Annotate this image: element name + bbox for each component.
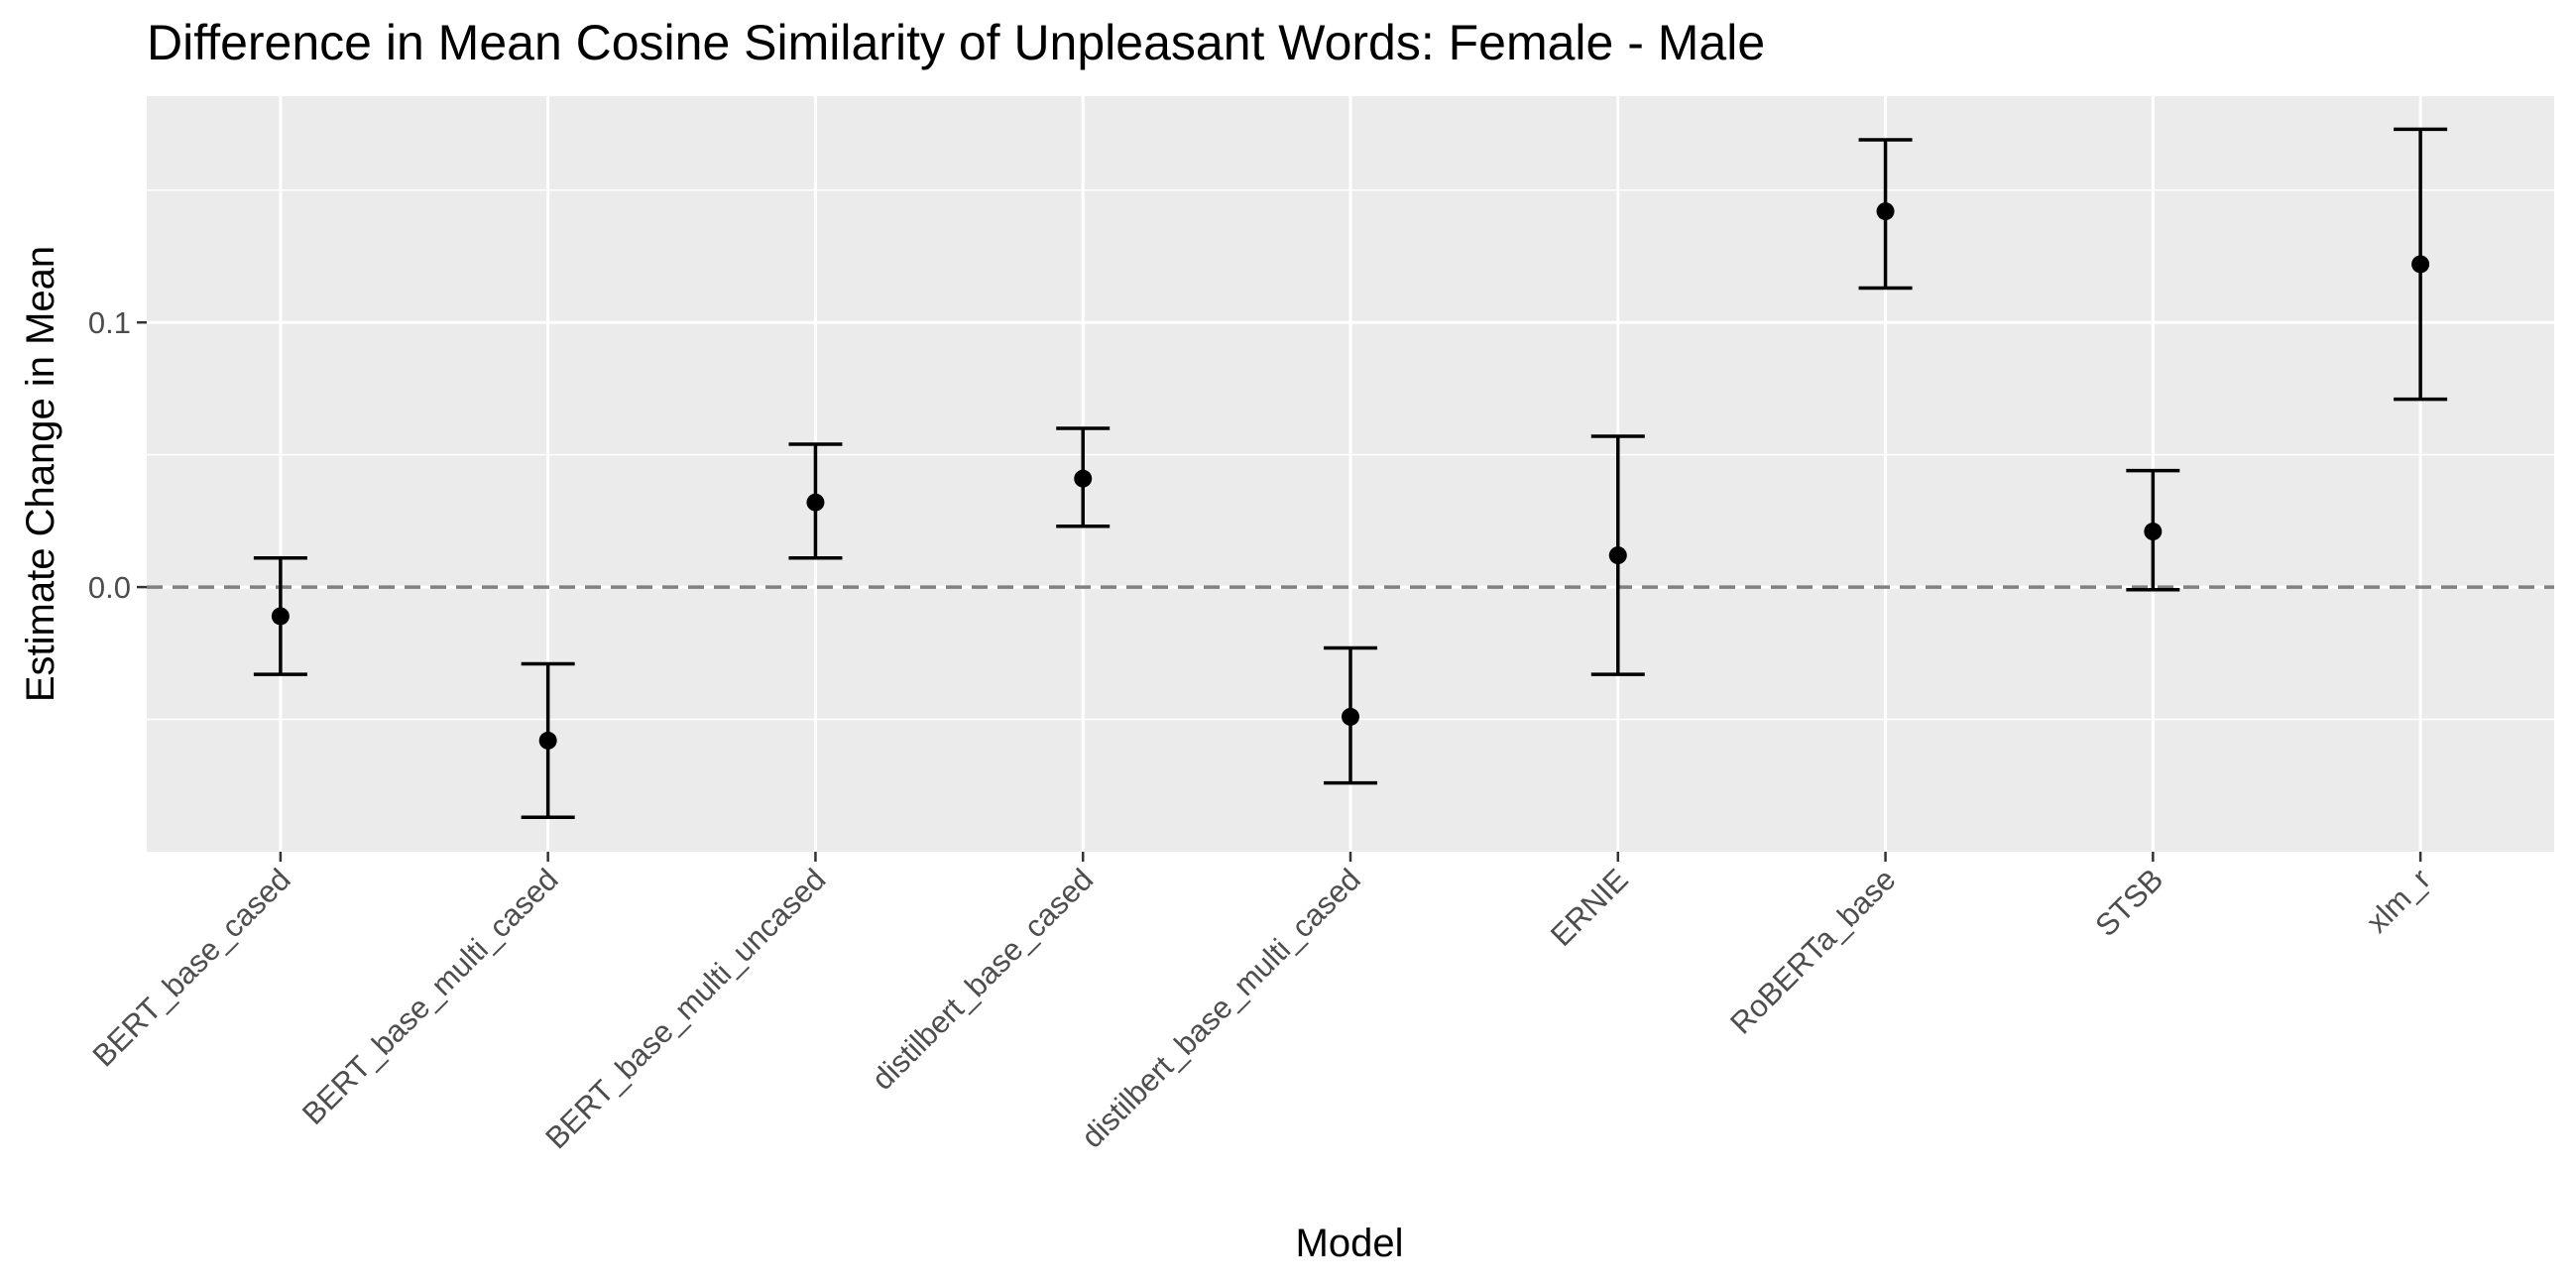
y-tick-label: 0.1 [88, 305, 131, 340]
x-axis-title: Model [1296, 1222, 1404, 1265]
chart-title: Difference in Mean Cosine Similarity of … [147, 15, 1765, 70]
x-tick-label: BERT_base_cased [86, 862, 297, 1073]
error-bar-group [253, 555, 307, 676]
y-tick-label: 0.0 [88, 570, 131, 605]
data-point [806, 493, 825, 512]
error-bar-group [1056, 426, 1111, 528]
data-point [1342, 707, 1359, 726]
error-bar-group [1324, 645, 1377, 785]
x-tick-label: distilbert_base_multi_cased [1075, 862, 1367, 1154]
x-tick-label: STSB [2088, 862, 2169, 943]
error-bar-group [1590, 434, 1645, 676]
x-tick-label: BERT_base_multi_cased [295, 862, 565, 1131]
error-bar-group [2394, 127, 2448, 402]
error-bar-group [788, 442, 843, 560]
x-tick-label: distilbert_base_cased [865, 862, 1100, 1097]
y-axis-title: Estimate Change in Mean [19, 246, 62, 702]
x-tick-label: xlm_r [2360, 862, 2437, 939]
data-point [538, 731, 557, 750]
error-bar-group [2126, 468, 2180, 592]
data-point [1074, 469, 1093, 488]
data-point [271, 607, 290, 626]
error-bar-group [521, 661, 575, 820]
x-tick-label: RoBERTa_base [1723, 862, 1902, 1040]
x-tick-label: BERT_base_multi_uncased [538, 862, 832, 1155]
error-bar-group [1858, 138, 1913, 291]
data-point [2144, 523, 2163, 541]
data-point [1608, 546, 1627, 565]
data-point [2411, 255, 2430, 274]
x-tick-label: ERNIE [1544, 862, 1635, 953]
data-layer [253, 127, 2448, 820]
data-point [1876, 202, 1895, 221]
